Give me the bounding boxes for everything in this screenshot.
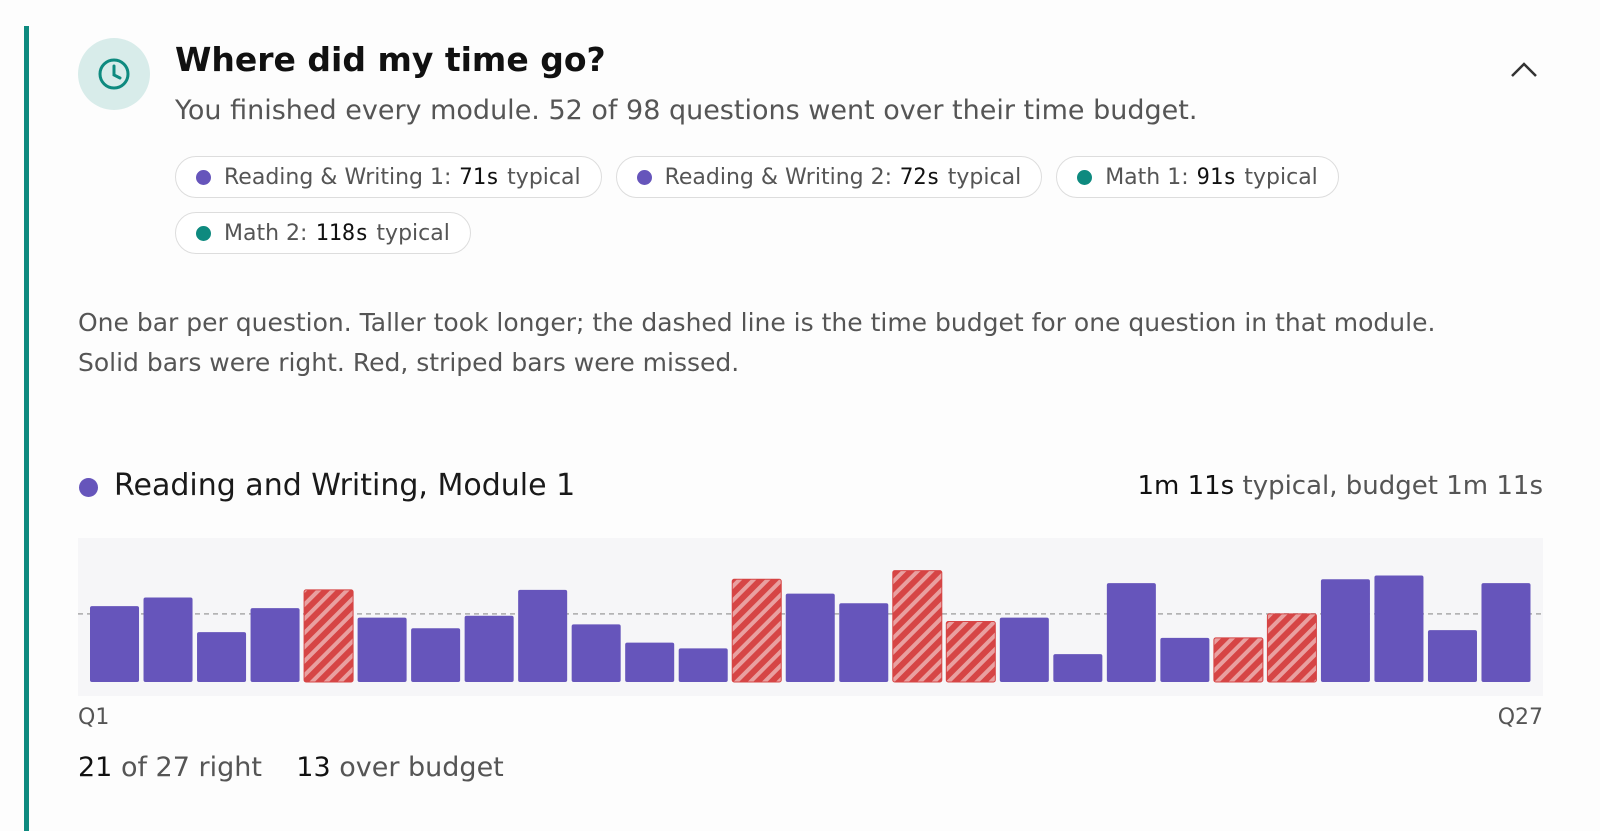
bar <box>1320 579 1370 682</box>
x-tick-label: Q27 <box>1498 705 1543 730</box>
chip-suffix: typical <box>1244 164 1318 190</box>
bar <box>571 624 621 682</box>
bar <box>1160 637 1210 682</box>
bar <box>197 632 247 682</box>
bar <box>250 608 300 682</box>
right-text: of 27 right <box>120 752 262 783</box>
bar <box>1053 654 1103 682</box>
bar <box>839 603 889 682</box>
chip-suffix: typical <box>947 164 1022 190</box>
module-chip: Reading & Writing 1: 71s typical <box>175 156 602 198</box>
missed-bar <box>303 589 354 683</box>
missed-bar <box>1266 613 1317 683</box>
bar <box>464 615 514 682</box>
chip-value: 72s <box>900 164 940 190</box>
bar <box>411 628 461 682</box>
missed-bar <box>731 578 782 683</box>
bar <box>1374 575 1424 682</box>
x-tick-label: Q1 <box>78 705 109 730</box>
title: Where did my time go? <box>175 40 606 79</box>
chip-list: Reading & Writing 1: 71s typical Reading & … <box>175 156 1415 254</box>
chip-suffix: typical <box>376 220 450 246</box>
chip-dot <box>1077 169 1093 185</box>
chart: Q1 Q27 <box>78 538 1543 730</box>
bar <box>1481 583 1531 682</box>
bar <box>143 597 193 682</box>
missed-bar <box>945 621 996 683</box>
over-text: over budget <box>339 752 504 783</box>
bar <box>678 648 728 682</box>
chip-value: 118s <box>315 220 369 246</box>
clock-glyph <box>98 58 130 90</box>
typical-text: typical, budget 1m 11s <box>1242 471 1544 501</box>
bar <box>999 617 1049 682</box>
module-chip: Reading & Writing 2: 72s typical <box>615 156 1043 198</box>
chip-value: 91s <box>1196 164 1237 190</box>
chip-label: Math 1: <box>1105 164 1189 190</box>
over-count: 13 <box>296 752 331 783</box>
accent-bar <box>24 26 29 831</box>
missed-bar <box>892 570 943 683</box>
section-summary: 1m 11s typical, budget 1m 11s <box>1137 471 1543 501</box>
chip-label: Math 2: <box>224 220 308 246</box>
chip-label: Reading & Writing 2: <box>664 164 893 190</box>
bar <box>625 642 675 682</box>
description-line: Solid bars were right. Red, striped bars… <box>78 348 740 377</box>
clock-icon <box>78 38 150 110</box>
module-chip: Math 1: 91s typical <box>1056 156 1339 198</box>
bar <box>90 606 140 682</box>
chip-label: Reading & Writing 1: <box>224 164 452 190</box>
typical-value: 1m 11s <box>1137 471 1235 501</box>
chip-dot <box>636 169 652 185</box>
stats: 21 of 27 right 13 over budget <box>78 752 504 783</box>
chip-dot <box>196 169 211 185</box>
module-chip: Math 2: 118s typical <box>175 212 471 254</box>
section-dot <box>79 478 98 497</box>
chip-value: 71s <box>459 164 500 190</box>
bar <box>1106 583 1156 682</box>
collapse-chevron[interactable] <box>1508 58 1540 82</box>
bar <box>785 593 835 682</box>
subtitle: You finished every module. 52 of 98 ques… <box>175 95 1198 126</box>
description-line: One bar per question. Taller took longer… <box>78 308 1436 337</box>
chip-suffix: typical <box>507 164 581 190</box>
chip-dot <box>196 225 211 241</box>
missed-bar <box>1213 637 1264 683</box>
bar <box>1427 630 1477 682</box>
right-count: 21 <box>78 752 113 783</box>
bar <box>357 617 407 682</box>
bar <box>518 589 568 682</box>
section-title: Reading and Writing, Module 1 <box>114 468 576 503</box>
